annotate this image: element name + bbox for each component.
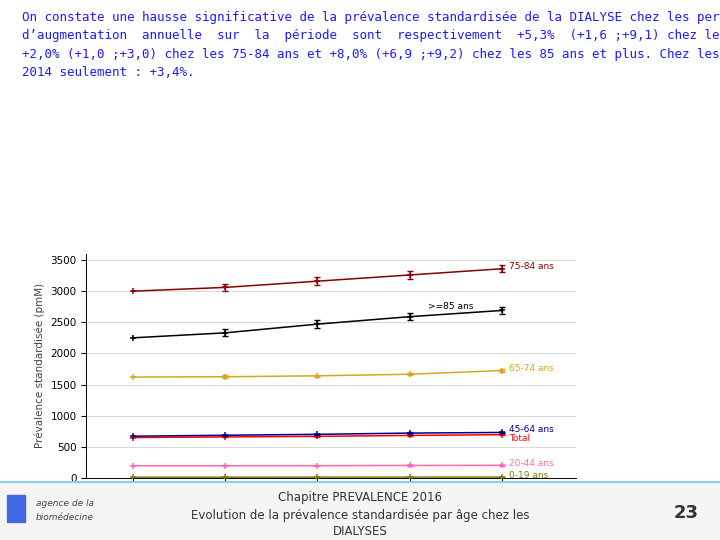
Text: biomédecine: biomédecine bbox=[36, 513, 94, 522]
Text: Total: Total bbox=[510, 434, 531, 443]
Text: DIALYSES: DIALYSES bbox=[333, 525, 387, 538]
Y-axis label: Prévalence standardisée (pmM): Prévalence standardisée (pmM) bbox=[35, 284, 45, 448]
Text: 65-74 ans: 65-74 ans bbox=[510, 364, 554, 373]
Text: Evolution de la prévalence standardisée par âge chez les: Evolution de la prévalence standardisée … bbox=[191, 509, 529, 522]
Text: On constate une hausse significative de la prévalence standardisée de la DIALYSE: On constate une hausse significative de … bbox=[22, 11, 720, 79]
Text: 20-44 ans: 20-44 ans bbox=[510, 459, 554, 468]
Text: 75-84 ans: 75-84 ans bbox=[510, 262, 554, 272]
Text: 23: 23 bbox=[673, 504, 698, 522]
Text: >=85 ans: >=85 ans bbox=[428, 302, 474, 311]
Bar bbox=[7, 496, 25, 522]
Text: Chapitre PREVALENCE 2016: Chapitre PREVALENCE 2016 bbox=[278, 491, 442, 504]
Text: 0-19 ans: 0-19 ans bbox=[510, 471, 549, 480]
Text: 45-64 ans: 45-64 ans bbox=[510, 426, 554, 435]
Text: agence de la: agence de la bbox=[36, 498, 94, 508]
